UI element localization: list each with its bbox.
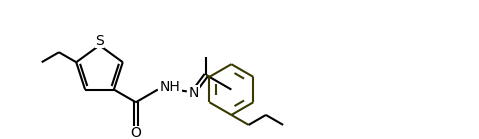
Text: O: O — [130, 126, 141, 139]
Text: NH: NH — [160, 80, 181, 94]
Text: S: S — [95, 34, 104, 48]
Text: N: N — [189, 86, 199, 100]
